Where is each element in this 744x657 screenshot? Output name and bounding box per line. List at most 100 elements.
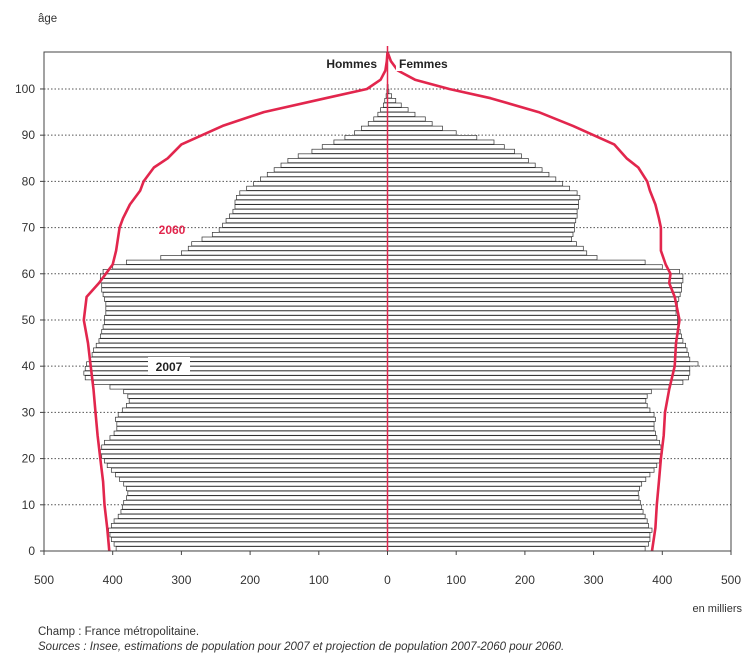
bar-hommes-2007: [127, 393, 388, 399]
bar-hommes-2007: [181, 250, 388, 256]
bar-hommes-2007: [113, 430, 388, 436]
bar-femmes-2007: [387, 449, 663, 455]
bar-hommes-2007: [98, 338, 388, 344]
x-tick-label: 400: [652, 573, 672, 587]
bar-femmes-2007: [387, 486, 640, 492]
bar-hommes-2007: [380, 107, 388, 113]
x-tick-label: 200: [515, 573, 535, 587]
bar-hommes-2007: [104, 319, 388, 325]
bar-femmes-2007: [387, 305, 677, 311]
bar-femmes-2007: [387, 199, 579, 205]
bar-femmes-2007: [387, 98, 397, 103]
bar-femmes-2007: [387, 158, 529, 164]
bar-hommes-2007: [201, 236, 388, 242]
bar-femmes-2007: [387, 375, 689, 381]
bar-hommes-2007: [266, 171, 388, 177]
bar-femmes-2007: [387, 500, 641, 505]
bar-femmes-2007: [387, 532, 651, 538]
bar-femmes-2007: [387, 116, 426, 122]
femmes-label: Femmes: [399, 57, 448, 71]
bar-femmes-2007: [387, 102, 402, 108]
bar-femmes-2007: [387, 541, 649, 547]
bar-femmes-2007: [387, 171, 550, 177]
bar-hommes-2007: [123, 389, 388, 395]
bar-femmes-2007: [387, 292, 681, 298]
bar-femmes-2007: [387, 324, 680, 330]
bar-hommes-2007: [102, 324, 388, 330]
bar-hommes-2007: [211, 232, 388, 237]
bar-femmes-2007: [387, 301, 678, 307]
bar-hommes-2007: [110, 467, 388, 473]
bar-hommes-2007: [99, 333, 388, 339]
line-femmes-2060: [386, 51, 681, 552]
bar-femmes-2007: [387, 181, 564, 187]
bar-femmes-2007: [387, 366, 691, 371]
bar-hommes-2007: [104, 458, 388, 464]
bar-hommes-2007: [222, 222, 388, 228]
bar-hommes-2007: [225, 218, 388, 224]
bar-femmes-2007: [387, 268, 680, 274]
bar-femmes-2007: [387, 125, 443, 131]
bar-femmes-2007: [387, 139, 495, 145]
population-pyramid-chart: 0 10 20 30 40 50 60 70 80 90 100 500 400 300 200 100 0 10…: [15, 13, 743, 615]
bar-femmes-2007: [387, 130, 457, 136]
axis-ticks: 0 10 20 30 40 50 60 70 80 90 100 500 400 300 200 100 0 10…: [15, 82, 741, 587]
bar-hommes-2007: [113, 541, 388, 547]
x-tick-label: 100: [446, 573, 466, 587]
y-tick-label: 0: [28, 544, 35, 558]
bar-femmes-2007: [387, 255, 598, 261]
champ-note: Champ : France métropolitaine.: [38, 626, 200, 638]
bar-femmes-2007: [387, 347, 688, 353]
sources-note: Sources : Insee, estimations de populati…: [38, 641, 565, 653]
bar-hommes-2007: [83, 370, 388, 376]
bar-hommes-2007: [109, 435, 388, 441]
bar-femmes-2007: [387, 490, 639, 496]
bar-hommes-2007: [377, 111, 388, 117]
bar-femmes-2007: [387, 426, 655, 432]
bar-hommes-2007: [117, 513, 388, 519]
bar-hommes-2007: [88, 356, 388, 362]
x-tick-label: 500: [34, 573, 54, 587]
bar-femmes-2007: [387, 342, 687, 348]
bar-femmes-2007: [387, 121, 433, 127]
bar-femmes-2007: [387, 329, 681, 335]
bar-hommes-2007: [123, 481, 388, 487]
bar-hommes-2007: [287, 158, 388, 164]
y-tick-label: 90: [22, 128, 36, 142]
bar-hommes-2007: [367, 121, 388, 127]
bar-hommes-2007: [126, 259, 388, 265]
bar-hommes-2007: [119, 476, 388, 482]
bar-femmes-2007: [387, 148, 515, 154]
bar-hommes-2007: [187, 245, 388, 251]
bar-femmes-2007: [387, 153, 522, 159]
bar-hommes-2007: [123, 500, 388, 505]
bar-hommes-2007: [101, 329, 388, 335]
bar-hommes-2007: [93, 379, 388, 385]
bar-femmes-2007: [387, 472, 651, 478]
x-tick-label: 400: [103, 573, 123, 587]
bar-femmes-2007: [387, 384, 670, 390]
bar-hommes-2007: [99, 449, 388, 455]
bar-femmes-2007: [387, 398, 647, 404]
hommes-label: Hommes: [326, 57, 377, 71]
y-tick-label: 80: [22, 174, 36, 188]
bar-femmes-2007: [387, 421, 655, 427]
bar-hommes-2007: [234, 199, 388, 205]
bar-femmes-2007: [387, 476, 647, 482]
bar-hommes-2007: [102, 292, 388, 298]
bar-hommes-2007: [113, 518, 388, 524]
y-tick-label: 60: [22, 267, 36, 281]
bar-hommes-2007: [373, 116, 388, 122]
x-tick-label: 500: [721, 573, 741, 587]
lines-2060: [82, 51, 681, 552]
bar-hommes-2007: [333, 139, 388, 145]
bar-femmes-2007: [387, 527, 653, 533]
bar-femmes-2007: [387, 213, 578, 219]
bar-femmes-2007: [387, 495, 640, 501]
x-tick-label: 300: [584, 573, 604, 587]
x-tick-label: 200: [240, 573, 260, 587]
bar-hommes-2007: [84, 366, 388, 371]
bar-hommes-2007: [99, 273, 388, 279]
y-tick-label: 20: [22, 452, 36, 466]
bar-hommes-2007: [93, 347, 388, 353]
